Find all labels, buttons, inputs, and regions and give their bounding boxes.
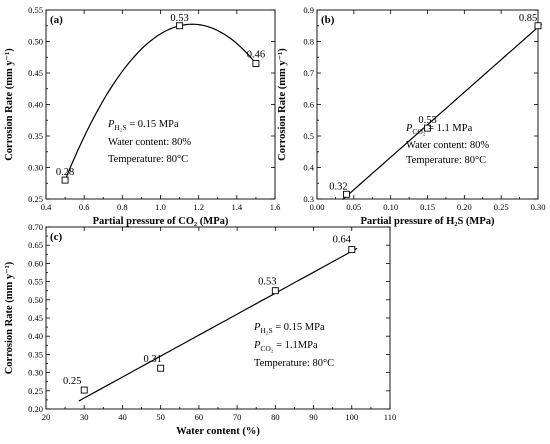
x-tick-label: 0.05 bbox=[346, 202, 361, 212]
data-label: 0.28 bbox=[56, 167, 74, 178]
annotation-line: Temperature: 80°C bbox=[254, 358, 334, 369]
y-tick-label: 0.65 bbox=[28, 240, 43, 250]
y-tick-label: 0.45 bbox=[28, 313, 43, 323]
x-tick-label: 1.2 bbox=[193, 202, 204, 212]
y-tick-label: 0.55 bbox=[28, 277, 43, 287]
y-tick-label: 0.9 bbox=[303, 5, 314, 15]
x-tick-label: 1.4 bbox=[232, 202, 243, 212]
annotation-line: PH₂S = 0.15 MPa bbox=[107, 119, 179, 132]
data-point bbox=[80, 386, 88, 394]
x-tick-label: 90 bbox=[309, 412, 318, 422]
y-tick-label: 0.50 bbox=[28, 37, 43, 47]
plot-frame bbox=[45, 226, 391, 410]
y-tick-label: 0.4 bbox=[303, 163, 314, 173]
y-tick-label: 0.6 bbox=[303, 100, 314, 110]
data-point bbox=[424, 124, 431, 132]
panel-tag: (c) bbox=[50, 231, 63, 243]
data-point bbox=[252, 60, 260, 67]
annotation-line: PCO₂ = 1.1MPa bbox=[253, 340, 318, 353]
data-point bbox=[157, 364, 165, 372]
y-tick-label: 0.70 bbox=[28, 222, 43, 232]
annotation-line: PH₂S = 0.15 MPa bbox=[253, 322, 325, 335]
data-label: 0.53 bbox=[170, 13, 188, 24]
data-label: 0.32 bbox=[329, 181, 347, 192]
x-tick-label: 0.00 bbox=[310, 202, 325, 212]
data-label: 0.53 bbox=[418, 115, 436, 126]
chart-panel-a: 0.4 0.6 0.8 1.0 1.2 1.4 1.6 0.25 0.30 0.35 0.40 0.4… bbox=[4, 5, 280, 227]
data-point bbox=[271, 287, 279, 295]
chart-panel-c: 20 30 40 50 60 70 80 90 100 110 0.20 0.25 0.30 0.35 0.… bbox=[4, 222, 396, 437]
y-tick-label: 0.7 bbox=[303, 68, 314, 78]
data-label: 0.53 bbox=[258, 277, 276, 288]
x-tick-label: 0.8 bbox=[117, 202, 128, 212]
annotation-line: PCO₂ = 1.1 MPa bbox=[405, 123, 473, 136]
y-tick-label: 0.50 bbox=[28, 295, 43, 305]
y-tick-label: 0.25 bbox=[28, 194, 43, 204]
data-point bbox=[348, 246, 356, 254]
y-tick-label: 0.30 bbox=[28, 368, 43, 378]
x-tick-label: 0.30 bbox=[531, 202, 546, 212]
y-tick-label: 0.40 bbox=[28, 331, 43, 341]
y-tick-label: 0.60 bbox=[28, 258, 43, 268]
y-tick-label: 0.35 bbox=[28, 131, 43, 141]
annotation-line: Water content: 80% bbox=[108, 137, 191, 148]
panel-tag: (b) bbox=[321, 14, 335, 26]
annotation-line: Temperature: 80°C bbox=[108, 154, 188, 165]
annotation-line: Water content: 80% bbox=[406, 140, 489, 151]
data-label: 0.46 bbox=[247, 50, 265, 61]
y-tick-label: 0.3 bbox=[303, 194, 314, 204]
x-tick-label: 80 bbox=[271, 412, 280, 422]
x-tick-label: 0.4 bbox=[41, 202, 52, 212]
y-tick-label: 0.35 bbox=[28, 349, 43, 359]
data-point bbox=[534, 22, 542, 30]
y-tick-label: 0.5 bbox=[303, 131, 314, 141]
fit-line bbox=[78, 247, 358, 402]
x-tick-label: 50 bbox=[156, 412, 165, 422]
x-tick-label: 0.6 bbox=[79, 202, 90, 212]
data-label: 0.25 bbox=[63, 376, 81, 387]
x-tick-label: 110 bbox=[384, 412, 396, 422]
y-axis-title: Corrosion Rate (mm y⁻¹) bbox=[4, 261, 15, 374]
y-tick-label: 0.40 bbox=[28, 100, 43, 110]
x-tick-label: 0.25 bbox=[494, 202, 509, 212]
y-tick-label: 0.45 bbox=[28, 68, 43, 78]
x-tick-label: 40 bbox=[118, 412, 127, 422]
x-tick-label: 0.20 bbox=[457, 202, 472, 212]
panel-tag: (a) bbox=[50, 14, 63, 26]
chart-panel-b: 0.00 0.05 0.10 0.15 0.20 0.25 0.30 0.3 0.4 0.5 0.6… bbox=[277, 5, 545, 227]
data-point bbox=[61, 176, 69, 184]
data-label: 0.64 bbox=[333, 235, 352, 246]
x-tick-label: 70 bbox=[233, 412, 242, 422]
x-axis-title: Water content (%) bbox=[176, 426, 260, 437]
x-tick-label: 30 bbox=[80, 412, 89, 422]
x-tick-label: 60 bbox=[195, 412, 204, 422]
plot-frame bbox=[316, 9, 539, 200]
x-tick-label: 1.0 bbox=[155, 202, 166, 212]
data-label: 0.31 bbox=[143, 354, 161, 365]
x-tick-label: 100 bbox=[345, 412, 358, 422]
data-point bbox=[343, 190, 350, 198]
y-tick-label: 0.25 bbox=[28, 386, 43, 396]
x-tick-label: 1.6 bbox=[270, 202, 281, 212]
y-axis-title: Corrosion Rate (mm y⁻¹) bbox=[277, 48, 288, 161]
y-tick-label: 0.55 bbox=[28, 5, 43, 15]
annotation-line: Temperature: 80°C bbox=[406, 155, 486, 166]
y-tick-label: 0.8 bbox=[303, 37, 314, 47]
data-point bbox=[176, 22, 184, 30]
plot-frame bbox=[45, 9, 276, 200]
x-tick-label: 0.15 bbox=[420, 202, 435, 212]
y-tick-label: 0.20 bbox=[28, 404, 43, 414]
data-label: 0.85 bbox=[519, 13, 537, 24]
x-tick-label: 20 bbox=[42, 412, 51, 422]
fit-line bbox=[342, 23, 543, 201]
y-tick-label: 0.30 bbox=[28, 163, 43, 173]
x-axis-title: Partial pressure of CO₂ (MPa) bbox=[93, 216, 229, 227]
y-axis-title: Corrosion Rate (mm y⁻¹) bbox=[4, 48, 15, 161]
x-tick-label: 0.10 bbox=[383, 202, 398, 212]
fit-line bbox=[64, 23, 257, 181]
x-axis-title: Partial pressure of H₂S (MPa) bbox=[361, 216, 495, 227]
